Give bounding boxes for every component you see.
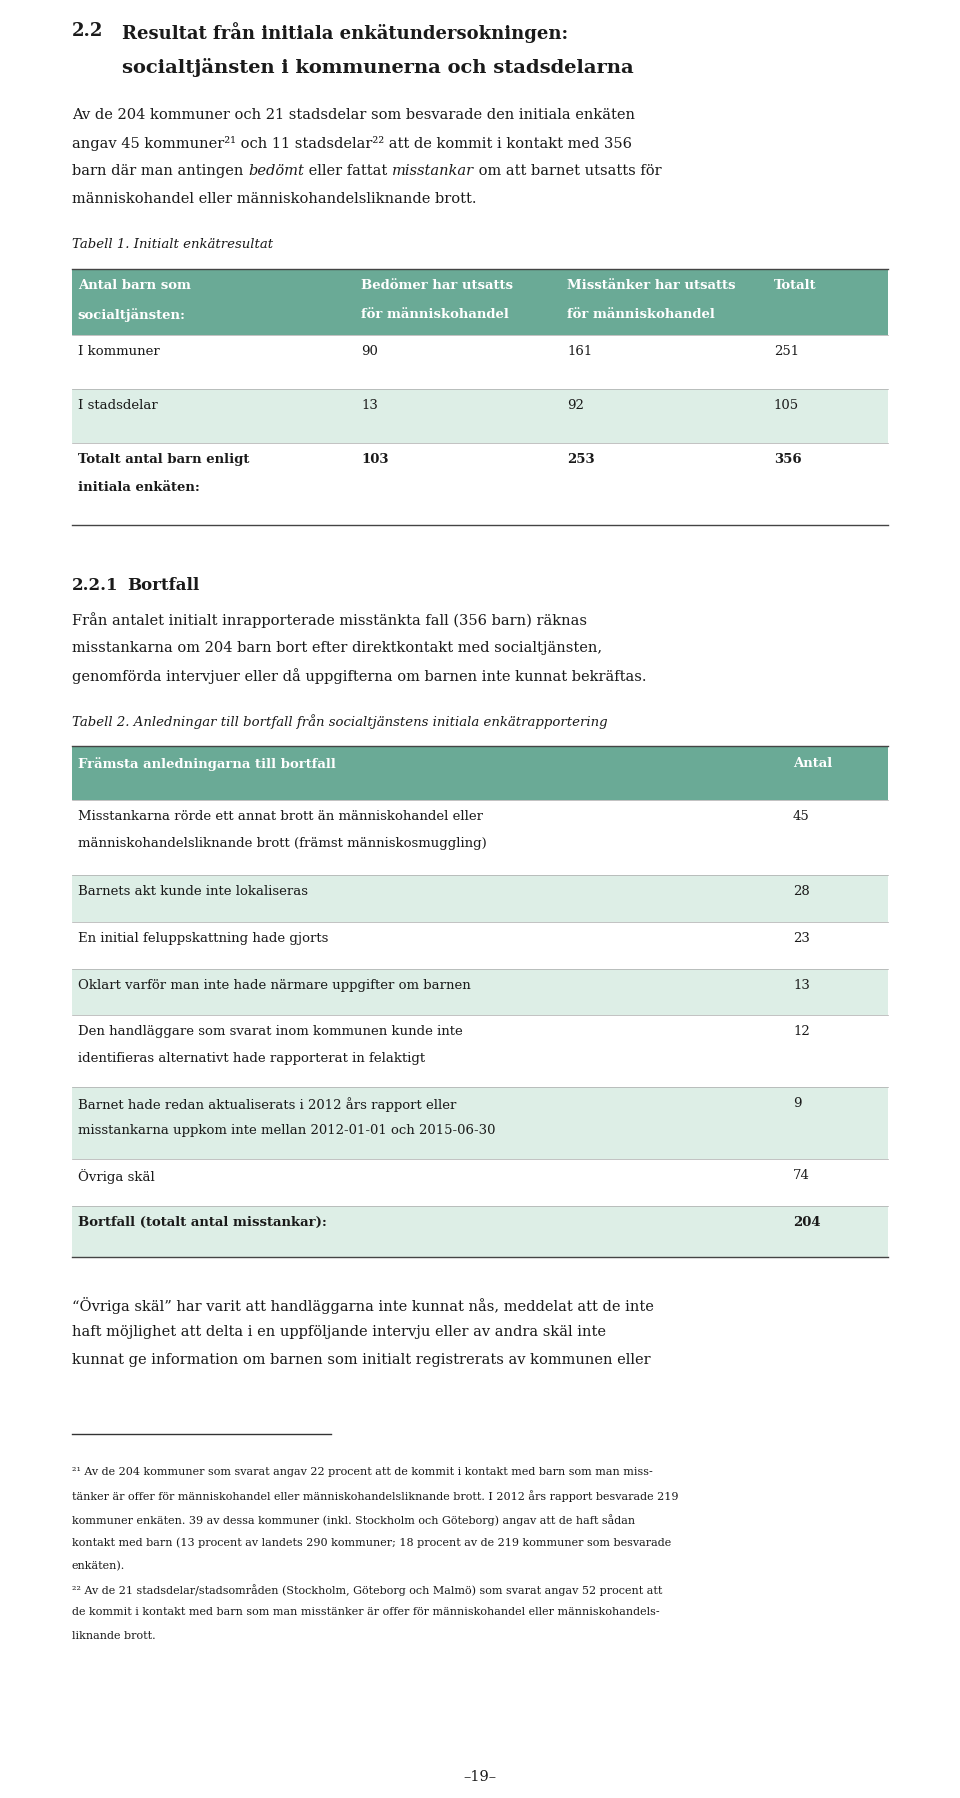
Text: genomförda intervjuer eller då uppgifterna om barnen inte kunnat bekräftas.: genomförda intervjuer eller då uppgifter… (72, 669, 646, 683)
Text: Misstänker har utsatts: Misstänker har utsatts (567, 279, 736, 291)
Text: ²² Av de 21 stadsdelar/stadsområden (Stockholm, Göteborg och Malmö) som svarat a: ²² Av de 21 stadsdelar/stadsområden (Sto… (72, 1584, 662, 1595)
Text: tänker är offer för människohandel eller människohandelsliknande brott. I 2012 å: tänker är offer för människohandel eller… (72, 1491, 679, 1501)
Text: Barnets akt kunde inte lokaliseras: Barnets akt kunde inte lokaliseras (78, 885, 308, 897)
Text: Den handläggare som svarat inom kommunen kunde inte: Den handläggare som svarat inom kommunen… (78, 1025, 463, 1037)
Text: haft möjlighet att delta i en uppföljande intervju eller av andra skäl inte: haft möjlighet att delta i en uppföljand… (72, 1325, 606, 1338)
Text: 253: 253 (567, 453, 595, 466)
Text: 92: 92 (567, 399, 585, 412)
Text: angav 45 kommuner²¹ och 11 stadsdelar²² att de kommit i kontakt med 356: angav 45 kommuner²¹ och 11 stadsdelar²² … (72, 137, 632, 151)
Text: Antal: Antal (793, 757, 832, 770)
Text: Bortfall: Bortfall (128, 577, 200, 593)
Bar (72, 1088, 888, 1160)
Text: identifieras alternativt hade rapporterat in felaktigt: identifieras alternativt hade rapportera… (78, 1052, 425, 1064)
Text: bedömt: bedömt (248, 164, 304, 178)
Bar (72, 922, 888, 969)
Text: Antal barn som: Antal barn som (78, 279, 191, 291)
Bar (72, 746, 888, 800)
Text: 251: 251 (774, 345, 799, 358)
Text: 2.2: 2.2 (72, 22, 104, 40)
Text: 9: 9 (793, 1097, 802, 1109)
Text: 13: 13 (793, 978, 810, 991)
Text: kommuner enkäten. 39 av dessa kommuner (inkl. Stockholm och Göteborg) angav att : kommuner enkäten. 39 av dessa kommuner (… (72, 1514, 636, 1525)
Text: Misstankarna rörde ett annat brott än människohandel eller: Misstankarna rörde ett annat brott än mä… (78, 809, 483, 822)
Text: Bortfall (totalt antal misstankar):: Bortfall (totalt antal misstankar): (78, 1215, 326, 1228)
Text: 204: 204 (793, 1215, 821, 1228)
Text: Barnet hade redan aktualiserats i 2012 års rapport eller: Barnet hade redan aktualiserats i 2012 å… (78, 1097, 456, 1111)
Text: Tabell 2. Anledningar till bortfall från socialtjänstens initiala enkätrapporter: Tabell 2. Anledningar till bortfall från… (72, 714, 608, 728)
Text: misstankarna om 204 barn bort efter direktkontakt med socialtjänsten,: misstankarna om 204 barn bort efter dire… (72, 640, 602, 654)
Text: 103: 103 (361, 453, 389, 466)
Text: initiala enkäten:: initiala enkäten: (78, 482, 200, 494)
Text: människohandel eller människohandelsliknande brott.: människohandel eller människohandelslikn… (72, 192, 476, 205)
Text: 23: 23 (793, 931, 810, 944)
Bar (72, 969, 888, 1016)
Text: människohandelsliknande brott (främst människosmuggling): människohandelsliknande brott (främst mä… (78, 836, 487, 849)
Text: 2.2.1: 2.2.1 (72, 577, 118, 593)
Bar (72, 444, 888, 527)
Text: I kommuner: I kommuner (78, 345, 159, 358)
Text: socialtjänsten i kommunerna och stadsdelarna: socialtjänsten i kommunerna och stadsdel… (122, 58, 634, 77)
Text: Oklart varför man inte hade närmare uppgifter om barnen: Oklart varför man inte hade närmare uppg… (78, 978, 470, 991)
Bar (72, 1016, 888, 1088)
Text: En initial feluppskattning hade gjorts: En initial feluppskattning hade gjorts (78, 931, 328, 944)
Text: Övriga skäl: Övriga skäl (78, 1169, 155, 1183)
Text: Från antalet initialt inrapporterade misstänkta fall (356 barn) räknas: Från antalet initialt inrapporterade mis… (72, 613, 587, 628)
Text: för människohandel: för människohandel (361, 307, 509, 320)
Bar (72, 270, 888, 336)
Text: eller fattat: eller fattat (304, 164, 392, 178)
Text: de kommit i kontakt med barn som man misstänker är offer för människohandel elle: de kommit i kontakt med barn som man mis… (72, 1607, 660, 1616)
Text: Resultat från initiala enkätundersokningen:: Resultat från initiala enkätundersokning… (122, 22, 568, 43)
Bar (72, 336, 888, 390)
Text: Tabell 1. Initialt enkätresultat: Tabell 1. Initialt enkätresultat (72, 237, 274, 250)
Text: Bedömer har utsatts: Bedömer har utsatts (361, 279, 513, 291)
Text: 356: 356 (774, 453, 802, 466)
Text: I stadsdelar: I stadsdelar (78, 399, 157, 412)
Text: socialtjänsten:: socialtjänsten: (78, 307, 185, 322)
Text: liknande brott.: liknande brott. (72, 1631, 156, 1640)
Bar (72, 876, 888, 922)
Text: 105: 105 (774, 399, 799, 412)
Text: för människohandel: för människohandel (567, 307, 715, 320)
Text: 45: 45 (793, 809, 809, 822)
Bar (72, 1160, 888, 1206)
Text: misstankar: misstankar (392, 164, 474, 178)
Bar (72, 1206, 888, 1257)
Text: barn där man antingen: barn där man antingen (72, 164, 248, 178)
Text: Av de 204 kommuner och 21 stadsdelar som besvarade den initiala enkäten: Av de 204 kommuner och 21 stadsdelar som… (72, 108, 635, 122)
Text: Främsta anledningarna till bortfall: Främsta anledningarna till bortfall (78, 757, 336, 771)
Text: 90: 90 (361, 345, 378, 358)
Text: misstankarna uppkom inte mellan 2012-01-01 och 2015-06-30: misstankarna uppkom inte mellan 2012-01-… (78, 1124, 495, 1136)
Text: –19–: –19– (464, 1769, 496, 1784)
Text: kunnat ge information om barnen som initialt registrerats av kommunen eller: kunnat ge information om barnen som init… (72, 1352, 651, 1366)
Text: Totalt antal barn enligt: Totalt antal barn enligt (78, 453, 250, 466)
Text: om att barnet utsatts för: om att barnet utsatts för (474, 164, 661, 178)
Text: kontakt med barn (13 procent av landets 290 kommuner; 18 procent av de 219 kommu: kontakt med barn (13 procent av landets … (72, 1537, 671, 1546)
Bar (72, 390, 888, 444)
Text: 13: 13 (361, 399, 378, 412)
Text: enkäten).: enkäten). (72, 1561, 125, 1570)
Text: Totalt: Totalt (774, 279, 816, 291)
Text: ²¹ Av de 204 kommuner som svarat angav 22 procent att de kommit i kontakt med ba: ²¹ Av de 204 kommuner som svarat angav 2… (72, 1467, 653, 1476)
Text: 28: 28 (793, 885, 809, 897)
Bar (72, 800, 888, 876)
Text: “Övriga skäl” har varit att handläggarna inte kunnat nås, meddelat att de inte: “Övriga skäl” har varit att handläggarna… (72, 1296, 654, 1313)
Text: 12: 12 (793, 1025, 809, 1037)
Text: 74: 74 (793, 1169, 810, 1181)
Text: 161: 161 (567, 345, 592, 358)
